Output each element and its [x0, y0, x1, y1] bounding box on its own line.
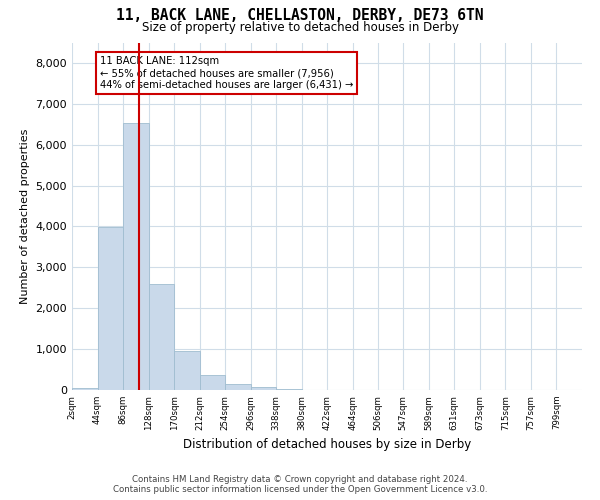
Bar	[200, 375, 225, 390]
Bar	[149, 284, 174, 390]
Bar	[72, 388, 98, 390]
Text: Size of property relative to detached houses in Derby: Size of property relative to detached ho…	[142, 21, 458, 34]
Bar	[98, 228, 123, 390]
Bar	[225, 384, 251, 390]
Y-axis label: Number of detached properties: Number of detached properties	[20, 128, 30, 304]
Bar	[174, 351, 200, 390]
X-axis label: Distribution of detached houses by size in Derby: Distribution of detached houses by size …	[183, 438, 471, 451]
Text: 11 BACK LANE: 112sqm
← 55% of detached houses are smaller (7,956)
44% of semi-de: 11 BACK LANE: 112sqm ← 55% of detached h…	[100, 56, 353, 90]
Bar	[276, 388, 302, 390]
Bar	[123, 124, 149, 390]
Text: Contains HM Land Registry data © Crown copyright and database right 2024.
Contai: Contains HM Land Registry data © Crown c…	[113, 474, 487, 494]
Text: 11, BACK LANE, CHELLASTON, DERBY, DE73 6TN: 11, BACK LANE, CHELLASTON, DERBY, DE73 6…	[116, 8, 484, 22]
Bar	[251, 386, 276, 390]
